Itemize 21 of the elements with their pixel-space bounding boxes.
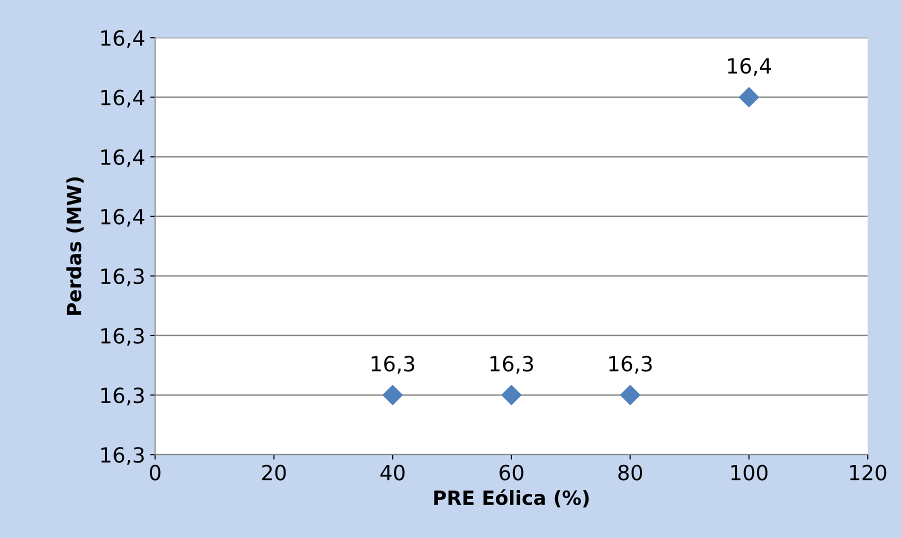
- x-tick-label: 60: [500, 464, 524, 480]
- x-tick-label: 100: [731, 464, 768, 480]
- y-tick-label: 16,3: [101, 268, 144, 286]
- x-axis-title: PRE Eólica (%): [434, 489, 589, 508]
- data-label: 16,3: [490, 356, 533, 374]
- y-tick-label: 16,3: [101, 388, 144, 406]
- y-tick-label: 16,3: [101, 328, 144, 346]
- x-tick-label: 20: [262, 464, 286, 480]
- y-tick-label: 16,4: [101, 208, 144, 227]
- y-tick-label: 16,4: [101, 30, 144, 48]
- x-tick-label: 0: [150, 464, 160, 480]
- y-tick-label: 16,4: [101, 149, 144, 168]
- y-tick-label: 16,3: [101, 447, 144, 465]
- y-tick-label: 16,4: [101, 90, 144, 108]
- data-label: 16,3: [372, 356, 414, 374]
- x-tick-label: 80: [618, 464, 642, 480]
- x-tick-label: 120: [850, 464, 886, 480]
- x-tick-label: 40: [380, 464, 405, 480]
- data-label: 16,4: [728, 58, 771, 76]
- data-label: 16,3: [609, 356, 652, 374]
- y-axis-title: Perdas (MW): [66, 177, 84, 315]
